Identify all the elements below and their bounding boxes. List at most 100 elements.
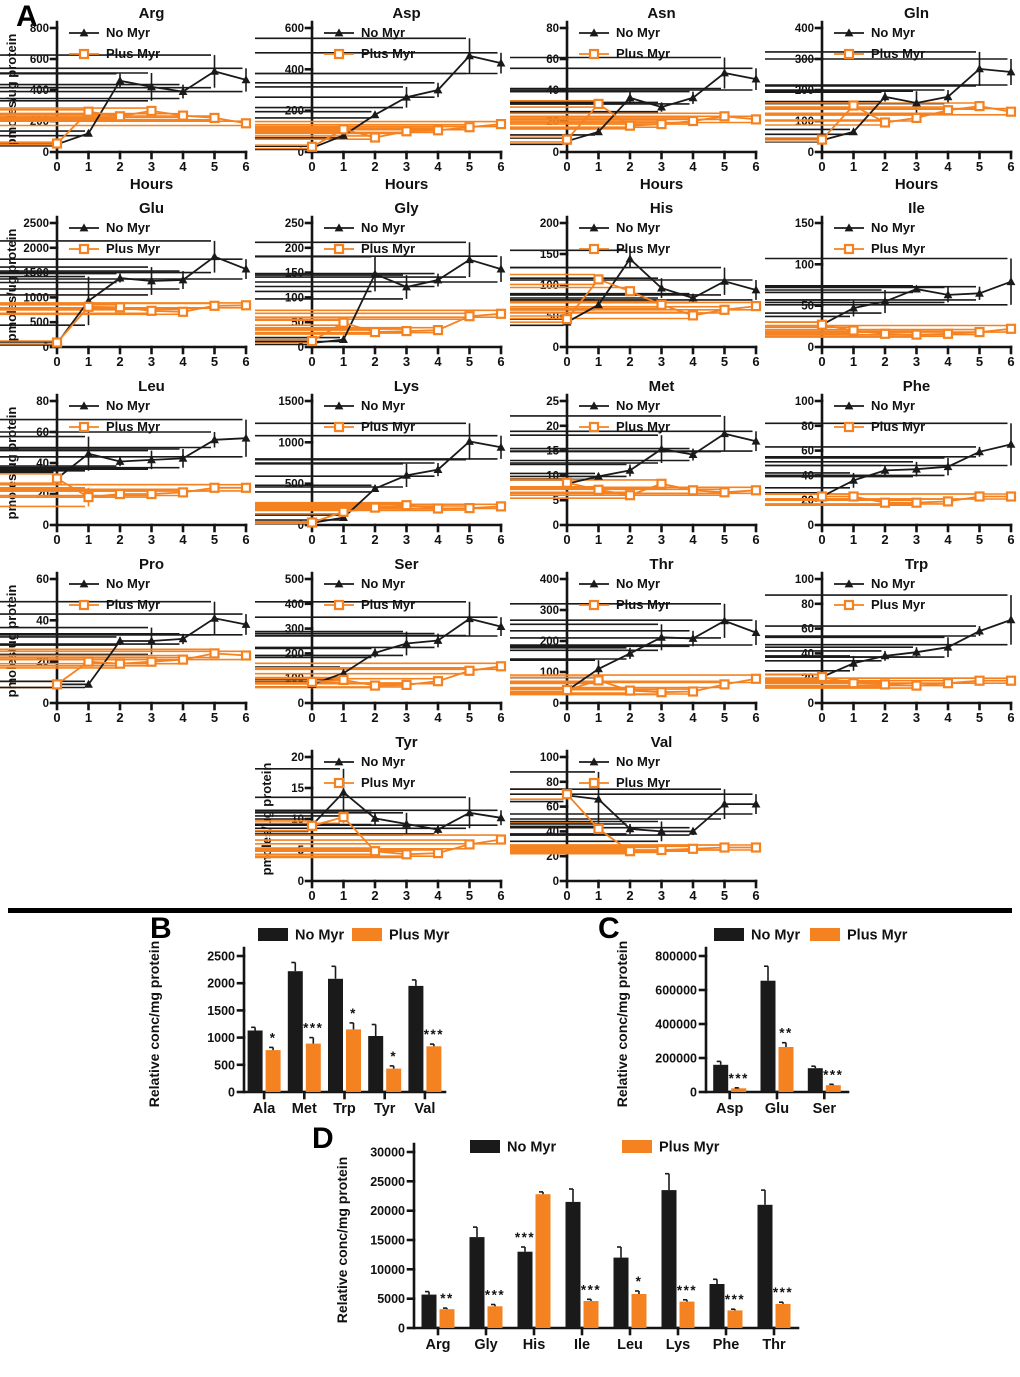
chart-title: Met — [649, 378, 675, 395]
legend-triangle-icon — [589, 401, 599, 410]
y-tick-label: 5000 — [377, 1292, 405, 1306]
significance-label: *** — [729, 1071, 749, 1086]
triangle-marker — [751, 799, 761, 808]
square-marker — [624, 286, 636, 297]
legend-no-myr: No Myr — [871, 576, 915, 591]
triangle-marker — [720, 429, 729, 438]
legend-square-icon — [333, 599, 345, 611]
bar-no-myr — [565, 1201, 581, 1328]
triangle-marker — [370, 648, 380, 657]
y-tick-label: 1000 — [278, 437, 304, 449]
legend-triangle-icon — [79, 223, 89, 232]
y-tick-label: 0 — [553, 698, 559, 710]
legend-square-icon — [588, 599, 600, 611]
square-marker — [401, 326, 412, 337]
y-tick-label: 80 — [36, 396, 49, 408]
bar-no-myr — [287, 971, 303, 1092]
y-tick-label: 100 — [795, 259, 814, 271]
square-marker — [750, 673, 762, 684]
bar-no-myr — [713, 1064, 729, 1092]
y-tick-label: 0 — [808, 520, 814, 532]
square-marker — [338, 811, 349, 823]
bar-plus-myr — [583, 1301, 599, 1328]
y-tick-label: 20 — [291, 752, 304, 764]
triangle-marker — [625, 648, 635, 657]
triangle-marker — [688, 450, 698, 458]
y-tick-label: 5 — [553, 495, 560, 507]
bar-no-myr — [469, 1237, 485, 1328]
chart-title: Ile — [908, 200, 925, 217]
square-marker — [593, 675, 604, 686]
triangle-marker — [912, 98, 921, 107]
x-tick-label: 4 — [434, 354, 442, 369]
y-tick-label: 800 — [30, 23, 49, 35]
markers — [561, 616, 762, 698]
y-tick-label: 80 — [546, 777, 559, 789]
square-marker — [369, 680, 381, 691]
triangle-marker — [241, 619, 251, 628]
bar-plus-myr — [778, 1047, 794, 1092]
triangle-marker — [751, 436, 761, 445]
triangle-marker — [880, 92, 890, 101]
x-axis-label: Hours — [385, 176, 428, 193]
legend-square-icon — [843, 48, 855, 60]
significance-label: ** — [440, 1291, 454, 1306]
legend: No Myr Plus Myr — [324, 754, 415, 790]
x-tick-label: 4 — [944, 354, 952, 369]
y-tick-label: 600 — [30, 54, 49, 66]
square-marker — [177, 306, 189, 317]
x-tick-label: 3 — [658, 888, 665, 903]
legend-triangle-icon — [589, 579, 599, 588]
triangle-marker — [849, 303, 858, 312]
x-tick-label: 3 — [913, 710, 920, 725]
axes — [565, 749, 758, 883]
square-marker — [464, 122, 475, 133]
chart-title: Arg — [139, 5, 165, 22]
triangle-marker — [178, 453, 188, 462]
triangle-marker — [433, 85, 443, 94]
y-axis-label: pmoles/ug protein — [4, 585, 19, 698]
square-marker — [369, 132, 381, 143]
line-chart-Pro: Pro pmoles/ug protein 0 20 40 60 0 1 2 3 4 5 6 No Myr… — [0, 556, 252, 725]
square-marker — [1005, 106, 1017, 117]
legend-plus-myr: Plus Myr — [847, 928, 908, 944]
square-marker — [369, 846, 381, 857]
triangle-marker — [1006, 277, 1016, 286]
markers — [816, 439, 1017, 508]
square-marker — [656, 118, 667, 130]
legend-no-myr: No Myr — [106, 220, 150, 235]
square-marker — [593, 484, 604, 495]
y-tick-label: 200000 — [655, 1052, 697, 1066]
legend-no-myr-swatch — [258, 928, 288, 941]
x-tick-label: 0 — [308, 710, 315, 725]
y-tick-label: 100 — [540, 667, 559, 679]
x-tick-label: 3 — [403, 710, 410, 725]
square-marker — [51, 337, 63, 348]
y-tick-label: 2500 — [207, 950, 235, 964]
error-bars — [510, 602, 757, 696]
triangle-marker — [147, 636, 156, 645]
triangle-marker — [975, 447, 984, 456]
triangle-marker — [496, 58, 506, 67]
triangle-marker — [496, 622, 506, 630]
y-tick-label: 10000 — [370, 1263, 405, 1277]
legend-triangle-icon — [844, 223, 854, 232]
x-tick-label: 3 — [658, 532, 665, 547]
square-marker — [338, 124, 349, 135]
x-tick-label: 6 — [752, 532, 759, 547]
square-marker — [401, 126, 412, 137]
triangle-marker — [1006, 67, 1016, 76]
bar-no-myr — [408, 985, 424, 1092]
significance-label: *** — [303, 1021, 323, 1036]
x-tick-label: 5 — [721, 159, 728, 174]
triangle-marker — [178, 275, 188, 284]
bar-no-myr — [368, 1036, 384, 1092]
x-tick-label: 1 — [595, 159, 602, 174]
square-marker — [561, 789, 573, 800]
triangle-marker — [751, 285, 761, 294]
square-marker — [687, 686, 699, 697]
error-bars — [510, 249, 757, 327]
significance-label: *** — [725, 1292, 745, 1307]
